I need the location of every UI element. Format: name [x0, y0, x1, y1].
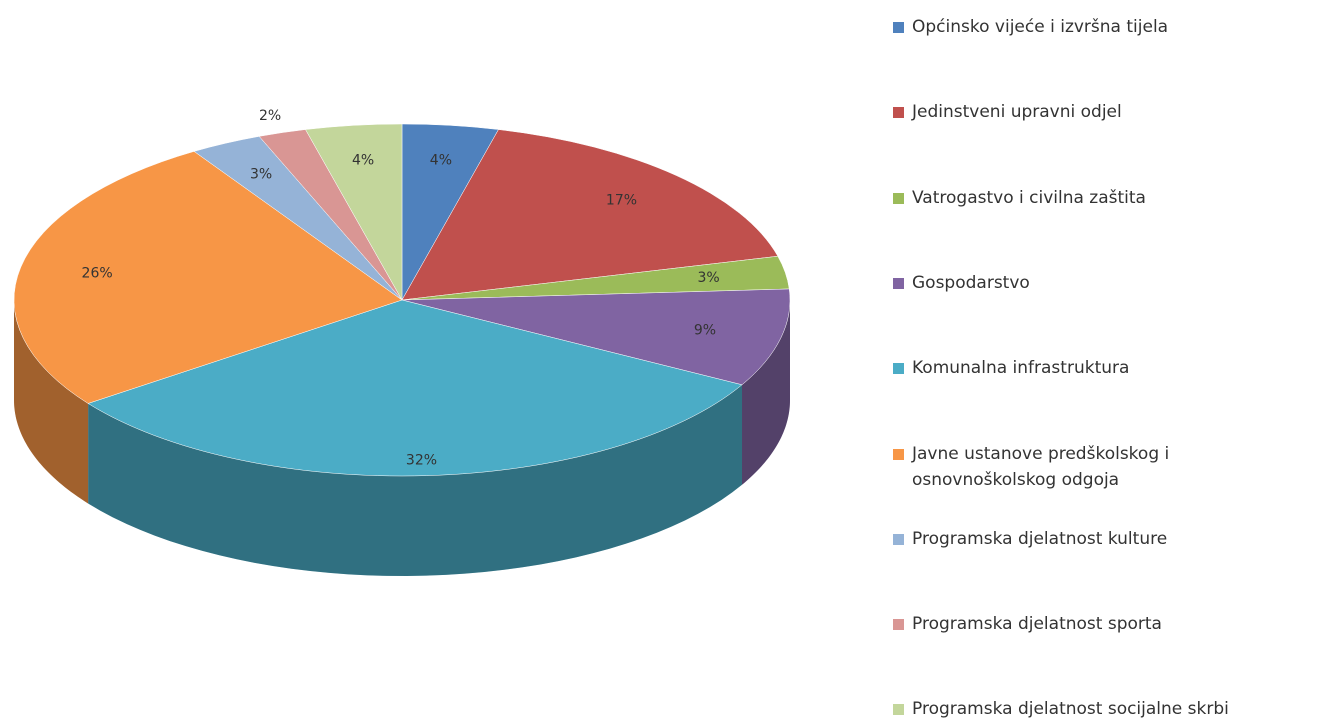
data-label: 4%: [430, 152, 452, 168]
legend-label: Komunalna infrastruktura: [912, 358, 1130, 379]
legend-swatch: [893, 619, 904, 631]
legend-label: Programska djelatnost socijalne skrbi: [912, 699, 1229, 720]
data-label: 3%: [697, 270, 719, 286]
legend-item: Jedinstveni upravni odjel: [893, 99, 1273, 125]
legend-item: Javne ustanove predškolskog i osnovnoško…: [893, 441, 1273, 493]
legend-item: Programska djelatnost socijalne skrbi: [893, 696, 1273, 720]
chart: 4% 17% 3% 9% 32% 26% 3% 2% 4%: [13, 108, 791, 576]
legend-swatch: [893, 363, 904, 375]
data-label: 4%: [352, 152, 374, 168]
legend-label: Vatrogastvo i civilna zaštita: [912, 187, 1146, 208]
legend-item: Komunalna infrastruktura: [893, 355, 1273, 381]
legend-swatch: [893, 192, 904, 204]
legend-label: Jedinstveni upravni odjel: [912, 102, 1122, 123]
legend-swatch: [893, 277, 904, 289]
legend-label: Općinsko vijeće i izvršna tijela: [912, 17, 1169, 37]
data-label: 32%: [406, 453, 437, 469]
pie-slice: [305, 123, 403, 301]
legend-label: Programska djelatnost kulture: [912, 528, 1168, 549]
pie-slice: [401, 288, 791, 386]
legend-label: Gospodarstvo: [912, 272, 1030, 293]
data-label: 9%: [694, 323, 716, 339]
legend-item: Programska djelatnost sporta: [893, 611, 1273, 637]
data-label: 17%: [606, 192, 637, 208]
legend-item: Vatrogastvo i civilna zaštita: [893, 185, 1273, 211]
pie-side: [88, 384, 743, 576]
legend-item: Općinsko vijeće i izvršna tijela: [893, 14, 1273, 40]
pie-side: [742, 300, 790, 485]
legend-label: Javne ustanove predškolskog i osnovnoško…: [912, 443, 1170, 490]
legend-item: Gospodarstvo: [893, 270, 1273, 296]
pie-side: [14, 300, 89, 504]
legend-label: Programska djelatnost sporta: [912, 614, 1162, 635]
data-label: 3%: [250, 167, 272, 183]
pie-side-shade: [742, 300, 790, 485]
legend-item: Programska djelatnost kulture: [893, 526, 1273, 552]
legend-swatch: [893, 448, 904, 460]
pie-side-shade: [14, 300, 89, 504]
pie-slice: [87, 299, 743, 477]
pie-side-shade: [88, 384, 743, 576]
legend-swatch: [893, 22, 904, 33]
pie-slice: [13, 151, 403, 404]
legend-swatch: [893, 533, 904, 545]
pie-slice: [401, 129, 779, 301]
data-label: 2%: [259, 108, 281, 124]
legend-swatch: [893, 704, 904, 716]
legend-swatch: [893, 107, 904, 119]
data-label: 26%: [82, 266, 113, 282]
